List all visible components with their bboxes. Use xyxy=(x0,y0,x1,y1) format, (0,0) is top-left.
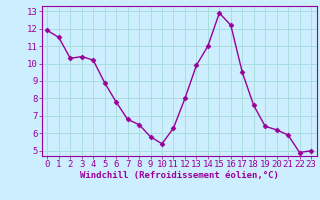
X-axis label: Windchill (Refroidissement éolien,°C): Windchill (Refroidissement éolien,°C) xyxy=(80,171,279,180)
